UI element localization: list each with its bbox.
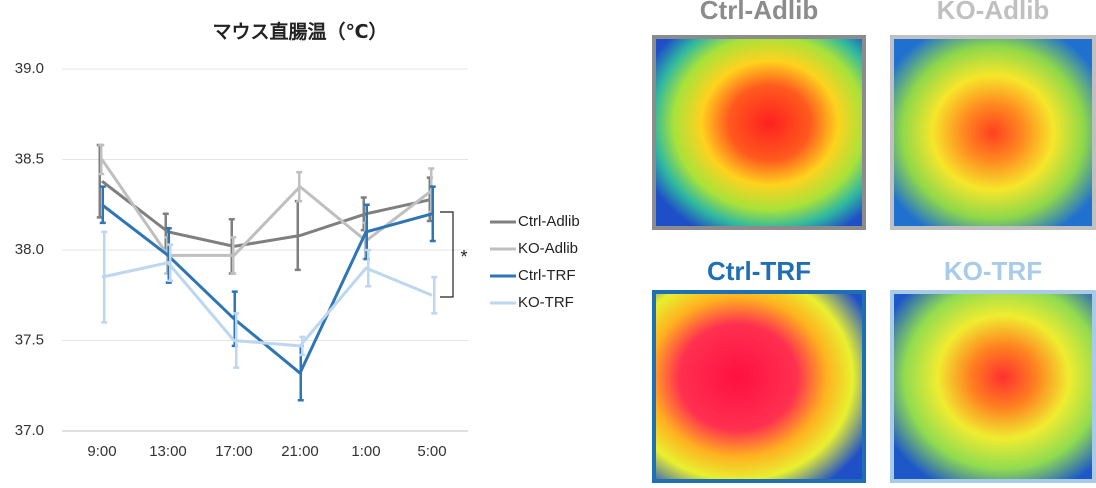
legend-label: Ctrl-TRF: [518, 267, 575, 284]
x-tick-label: 13:00: [149, 443, 187, 460]
series-line: [101, 203, 433, 376]
chart-title: マウス直腸温（℃）: [212, 20, 387, 43]
x-tick-label: 17:00: [215, 443, 253, 460]
thermal-panels: Ctrl-Adlib KO-Adlib Ctrl-TRF KO-TRF: [652, 0, 1096, 483]
error-bar: [365, 248, 372, 288]
error-bar: [429, 185, 436, 243]
x-tick-label: 1:00: [351, 443, 380, 460]
chart: マウス直腸温（℃） 37.0 37.5 38.0 38.5 39.0 9:00 13:00 17…: [15, 20, 580, 460]
panel-label: Ctrl-TRF: [707, 256, 811, 286]
error-bar: [165, 227, 172, 284]
significance-mark: *: [460, 247, 467, 267]
error-bar: [431, 275, 438, 315]
series-line: [100, 158, 433, 257]
y-tick-label: 37.5: [15, 331, 44, 348]
thermal-image: [890, 290, 1096, 483]
error-bar: [98, 143, 105, 176]
x-tick-label: 9:00: [87, 443, 116, 460]
thermal-image: [890, 35, 1096, 230]
legend-label: KO-Adlib: [518, 240, 578, 257]
error-bar: [99, 185, 106, 225]
y-tick-label: 39.0: [15, 60, 44, 77]
legend-label: Ctrl-Adlib: [518, 213, 580, 230]
x-tick-label: 5:00: [417, 443, 446, 460]
y-tick-label: 37.0: [15, 422, 44, 439]
panel-label: KO-TRF: [944, 256, 1042, 286]
y-tick-label: 38.5: [15, 150, 44, 167]
series-line: [101, 261, 433, 348]
x-tick-label: 21:00: [281, 443, 319, 460]
error-bar: [230, 236, 237, 275]
legend-label: KO-TRF: [518, 294, 574, 311]
series-line: [101, 180, 433, 248]
thermal-image: [652, 290, 866, 483]
significance-bracket: [440, 211, 454, 298]
y-tick-label: 38.0: [15, 241, 44, 258]
panel-label: KO-Adlib: [937, 0, 1050, 25]
error-bar: [233, 312, 240, 369]
thermal-image: [652, 35, 866, 230]
error-bar: [167, 243, 174, 283]
error-bar: [296, 170, 303, 203]
error-bar: [299, 335, 306, 357]
panel-label: Ctrl-Adlib: [700, 0, 818, 25]
error-bar: [101, 230, 108, 324]
